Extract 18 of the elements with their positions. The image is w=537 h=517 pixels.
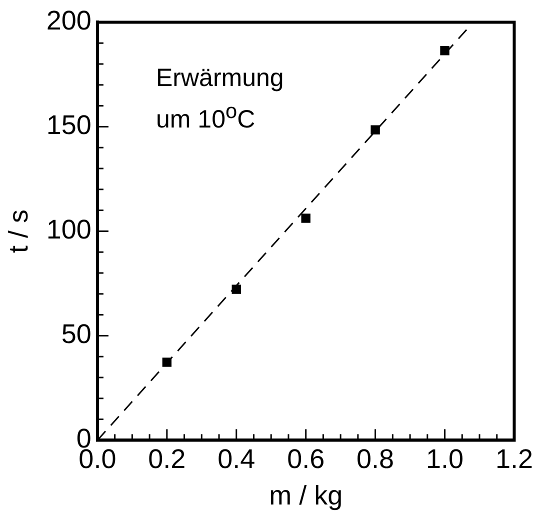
y-axis-title: t / s [4,209,34,253]
x-axis-title: m / kg [269,480,343,510]
x-tick-label: 0.4 [218,444,256,474]
y-tick-label: 100 [46,214,92,245]
x-tick-label: 0.6 [287,444,325,474]
point [370,125,380,134]
y-tick-label: 50 [61,319,92,350]
point [301,214,310,223]
x-tick-label: 0.2 [148,444,186,474]
point [162,358,172,367]
annotation: Erwärmung um 10$^{o}$C [156,63,284,136]
x-tick-label: 0.8 [356,444,394,474]
x-tick-label: 1.2 [495,444,534,474]
x-tick-label: 1.0 [426,444,464,474]
y-tick-label: 150 [46,110,92,140]
point [440,46,450,56]
y-tick-label: 200 [46,6,92,36]
point [232,284,241,294]
